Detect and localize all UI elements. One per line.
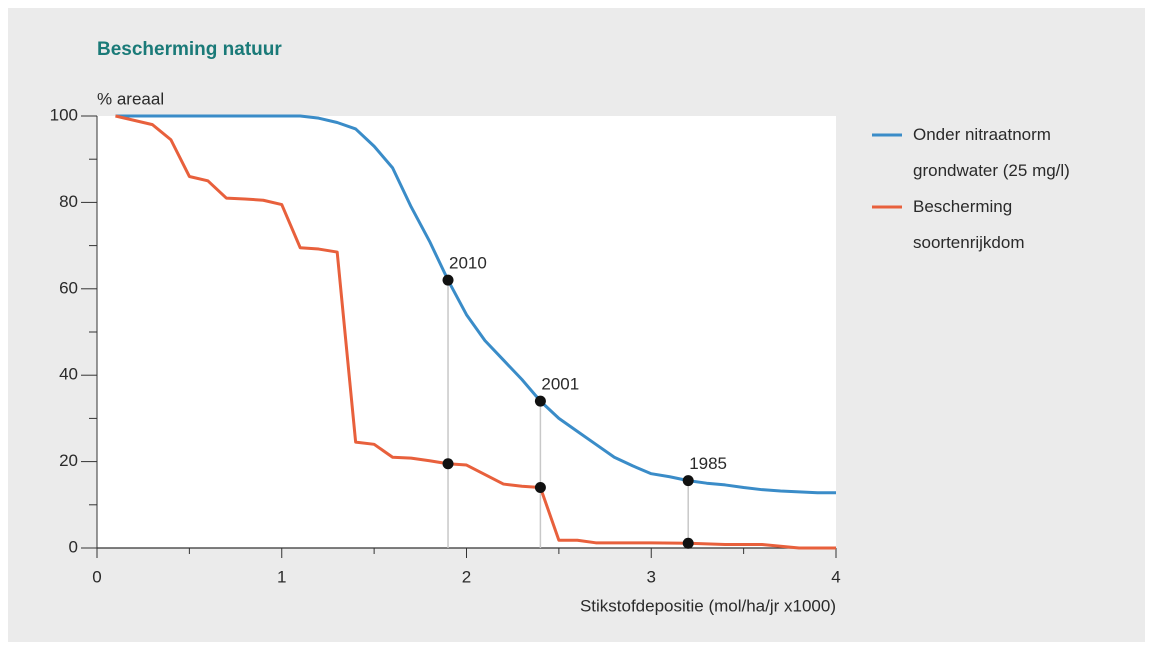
x-tick-label: 1: [277, 567, 286, 586]
marker-dot: [442, 458, 454, 470]
legend-label: Bescherming soortenrijkdom: [913, 197, 1025, 252]
series-line: [115, 114, 836, 495]
marker-dot: [534, 482, 546, 494]
marker-dot: [682, 537, 694, 549]
y-tick-label: 60: [59, 278, 78, 297]
plot-area: [97, 116, 836, 548]
y-tick-label: 80: [59, 192, 78, 211]
y-tick-label: 20: [59, 451, 78, 470]
y-tick-label: 0: [69, 537, 78, 556]
x-tick-label: 0: [92, 567, 101, 586]
marker-dot: [534, 395, 546, 407]
marker-dot: [442, 274, 454, 286]
marker-label: 1985: [689, 454, 727, 473]
y-tick-label: 100: [50, 105, 78, 124]
x-tick-label: 2: [462, 567, 471, 586]
marker-label: 2001: [541, 375, 579, 394]
x-axis-label: Stikstofdepositie (mol/ha/jr x1000): [580, 596, 836, 615]
legend-label: Onder nitraatnorm grondwater (25 mg/l): [913, 125, 1070, 180]
y-axis-label: % areaal: [97, 89, 164, 108]
series-line: [115, 114, 836, 550]
chart-title: Bescherming natuur: [97, 39, 282, 60]
y-tick-label: 40: [59, 365, 78, 384]
marker-dot: [682, 475, 694, 487]
marker-label: 2010: [449, 254, 487, 273]
x-tick-label: 3: [647, 567, 656, 586]
x-tick-label: 4: [831, 567, 840, 586]
